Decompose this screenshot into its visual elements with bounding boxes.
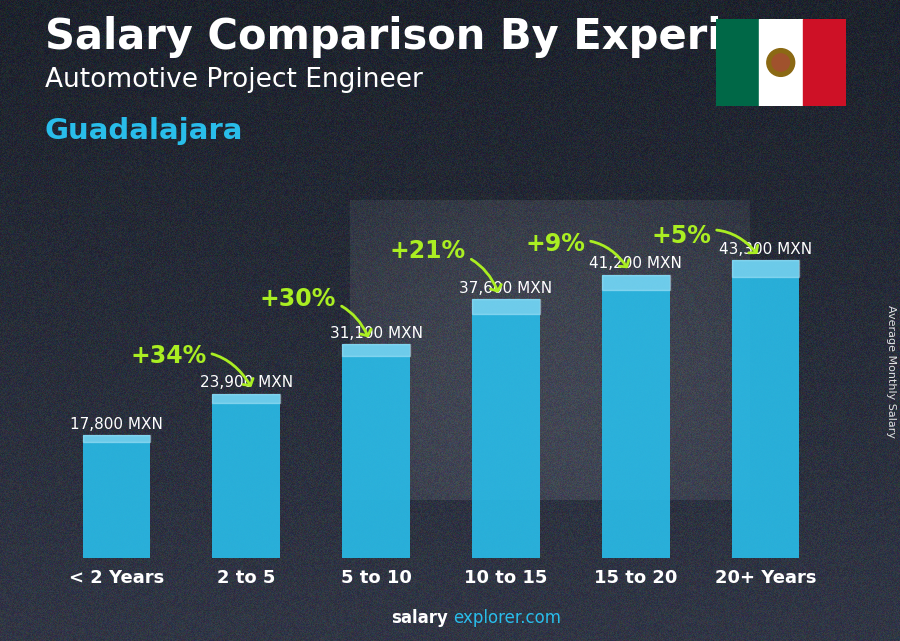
- Bar: [602, 275, 670, 558]
- Bar: [212, 394, 280, 558]
- Circle shape: [767, 49, 795, 76]
- Text: Automotive Project Engineer: Automotive Project Engineer: [45, 67, 423, 94]
- Bar: [716, 19, 759, 106]
- Text: 43,300 MXN: 43,300 MXN: [719, 242, 812, 257]
- Bar: [83, 435, 150, 558]
- Text: +30%: +30%: [260, 287, 371, 336]
- Text: Average Monthly Salary: Average Monthly Salary: [886, 305, 896, 438]
- Text: Salary Comparison By Experience: Salary Comparison By Experience: [45, 16, 832, 58]
- Bar: [732, 260, 799, 277]
- Bar: [759, 19, 803, 106]
- Text: +9%: +9%: [526, 232, 629, 267]
- Text: 31,100 MXN: 31,100 MXN: [329, 326, 423, 340]
- Bar: [732, 260, 799, 558]
- Text: explorer.com: explorer.com: [453, 609, 561, 627]
- Bar: [342, 344, 410, 558]
- Text: 17,800 MXN: 17,800 MXN: [70, 417, 163, 432]
- Bar: [472, 299, 540, 313]
- Text: 41,200 MXN: 41,200 MXN: [590, 256, 682, 271]
- Bar: [803, 19, 846, 106]
- Text: +5%: +5%: [652, 224, 758, 253]
- Text: +34%: +34%: [130, 344, 253, 385]
- Circle shape: [772, 54, 789, 71]
- Bar: [342, 344, 410, 356]
- Bar: [602, 275, 670, 290]
- Text: 23,900 MXN: 23,900 MXN: [200, 375, 292, 390]
- Bar: [212, 394, 280, 403]
- Bar: [83, 435, 150, 442]
- Text: 37,600 MXN: 37,600 MXN: [459, 281, 553, 296]
- Bar: [472, 299, 540, 558]
- Text: Guadalajara: Guadalajara: [45, 117, 243, 145]
- Text: +21%: +21%: [390, 239, 501, 291]
- Text: salary: salary: [392, 609, 448, 627]
